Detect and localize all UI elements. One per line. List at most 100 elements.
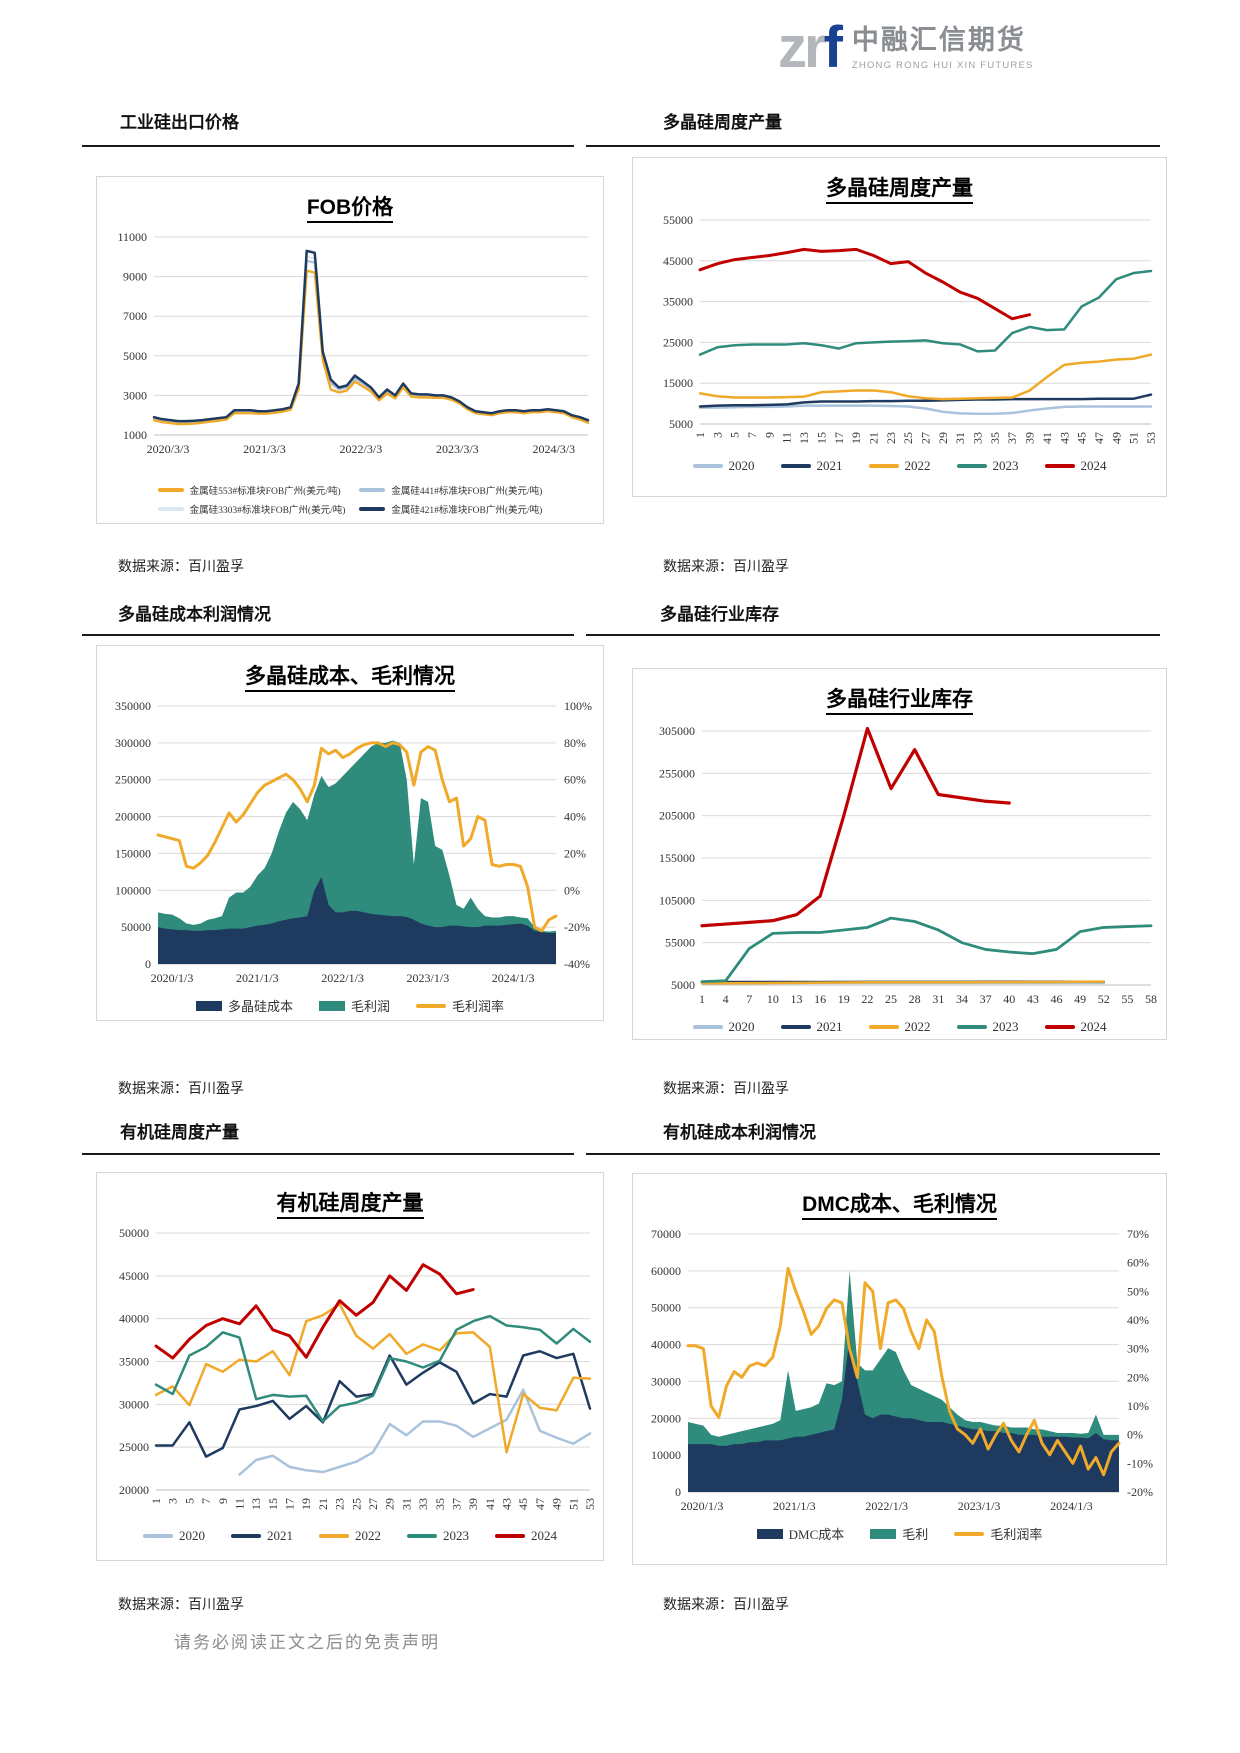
svg-text:-10%: -10% xyxy=(1127,1456,1153,1470)
legend-swatch-icon xyxy=(318,1000,345,1011)
svg-text:45: 45 xyxy=(1075,432,1089,444)
svg-text:25000: 25000 xyxy=(663,335,693,349)
svg-text:13: 13 xyxy=(797,432,811,444)
svg-text:60000: 60000 xyxy=(651,1264,681,1278)
svg-text:7: 7 xyxy=(746,992,752,1006)
svg-text:9: 9 xyxy=(216,1498,230,1504)
chart-silicone-weekly-output: 有机硅周度产量 20000 25000 30000 35000 40000 45000 50… xyxy=(96,1172,604,1561)
svg-text:50000: 50000 xyxy=(651,1301,681,1315)
legend-item: 金属硅553#标准块FOB广州(美元/吨) xyxy=(157,483,346,497)
legend-line-icon xyxy=(956,1025,987,1029)
svg-text:105000: 105000 xyxy=(659,893,695,907)
legend-item: 金属硅441#标准块FOB广州(美元/吨) xyxy=(359,483,542,497)
polysilicon-weekly-output-legend: 2020 2021 2022 2023 2024 xyxy=(692,458,1107,474)
legend-item: 2020 xyxy=(692,1019,755,1035)
section-divider xyxy=(82,145,574,147)
svg-text:50000: 50000 xyxy=(119,1226,149,1240)
svg-text:49: 49 xyxy=(550,1498,564,1510)
chart-title: 多晶硅行业库存 xyxy=(826,683,973,715)
legend-label: 2022 xyxy=(355,1528,381,1543)
section-heading-silicone-weekly-output: 有机硅周度产量 xyxy=(120,1123,239,1142)
svg-text:255000: 255000 xyxy=(659,766,695,780)
svg-text:4: 4 xyxy=(723,992,729,1006)
svg-text:28: 28 xyxy=(909,992,921,1006)
svg-text:70000: 70000 xyxy=(651,1227,681,1241)
legend-item: 2020 xyxy=(692,458,755,474)
legend-label: 金属硅3303#标准块FOB广州(美元/吨) xyxy=(189,506,346,516)
svg-text:-40%: -40% xyxy=(564,957,590,971)
svg-text:21: 21 xyxy=(316,1498,330,1510)
svg-text:50%: 50% xyxy=(1127,1284,1149,1298)
legend-label: 金属硅553#标准块FOB广州(美元/吨) xyxy=(189,487,341,497)
legend-line-icon xyxy=(359,507,386,511)
fob-price-plot: 1000 3000 5000 7000 9000 11000 2020/3/3 2021/3/… xyxy=(117,230,590,456)
svg-text:37: 37 xyxy=(1005,432,1019,444)
svg-text:70%: 70% xyxy=(1127,1227,1149,1241)
legend-item: 2021 xyxy=(231,1528,293,1544)
svg-text:200000: 200000 xyxy=(115,810,151,824)
svg-text:55000: 55000 xyxy=(665,936,695,950)
svg-text:23: 23 xyxy=(333,1498,347,1510)
svg-text:51: 51 xyxy=(566,1498,580,1510)
svg-text:5: 5 xyxy=(182,1498,196,1504)
svg-text:35000: 35000 xyxy=(663,295,693,309)
svg-text:15: 15 xyxy=(266,1498,280,1510)
svg-text:58: 58 xyxy=(1145,992,1157,1006)
svg-text:15000: 15000 xyxy=(663,376,693,390)
svg-text:50000: 50000 xyxy=(121,920,151,934)
legend-label: 2020 xyxy=(728,458,755,473)
svg-text:37: 37 xyxy=(980,992,992,1006)
svg-text:40%: 40% xyxy=(1127,1313,1149,1327)
svg-text:300000: 300000 xyxy=(115,736,151,750)
svg-text:27: 27 xyxy=(919,432,933,444)
legend-line-icon xyxy=(780,1025,811,1029)
svg-text:5000: 5000 xyxy=(671,978,695,992)
logo-company-name-cn: 中融汇信期货 xyxy=(851,25,1026,55)
legend-label: 金属硅421#标准块FOB广州(美元/吨) xyxy=(391,506,543,516)
svg-text:35: 35 xyxy=(988,432,1002,444)
svg-text:2022/3/3: 2022/3/3 xyxy=(340,442,383,456)
legend-item: 2024 xyxy=(1044,1019,1107,1035)
svg-text:45000: 45000 xyxy=(119,1269,149,1283)
svg-text:19: 19 xyxy=(849,432,863,444)
legend-item: 2023 xyxy=(956,458,1019,474)
svg-text:49: 49 xyxy=(1109,432,1123,444)
legend-item: 多晶硅成本 xyxy=(195,996,293,1015)
svg-text:5000: 5000 xyxy=(669,417,693,431)
svg-text:33: 33 xyxy=(416,1498,430,1510)
polysilicon-cost-profit-legend: 多晶硅成本 毛利润 毛利润率 xyxy=(195,996,504,1015)
svg-text:49: 49 xyxy=(1074,992,1086,1006)
svg-text:25000: 25000 xyxy=(119,1440,149,1454)
legend-line-icon xyxy=(157,488,184,492)
svg-text:150000: 150000 xyxy=(115,846,151,860)
silicone-weekly-output-legend: 2020 2021 2022 2023 2024 xyxy=(143,1528,557,1544)
legend-line-icon xyxy=(954,1531,985,1536)
svg-text:39: 39 xyxy=(1023,432,1037,444)
svg-text:2023/1/3: 2023/1/3 xyxy=(407,971,450,985)
svg-text:35000: 35000 xyxy=(119,1355,149,1369)
legend-line-icon xyxy=(495,1534,525,1538)
svg-text:52: 52 xyxy=(1098,992,1110,1006)
legend-label: DMC成本 xyxy=(788,1527,845,1542)
svg-text:55000: 55000 xyxy=(663,213,693,227)
svg-text:7000: 7000 xyxy=(123,309,147,323)
legend-label: 2024 xyxy=(1080,458,1107,473)
legend-label: 2023 xyxy=(992,1019,1019,1034)
svg-text:11000: 11000 xyxy=(117,230,147,244)
svg-text:43: 43 xyxy=(1027,992,1039,1006)
svg-text:27: 27 xyxy=(366,1498,380,1510)
legend-item: 2021 xyxy=(780,1019,843,1035)
svg-text:21: 21 xyxy=(866,432,880,444)
svg-text:20%: 20% xyxy=(564,846,586,860)
svg-text:53: 53 xyxy=(1144,432,1158,444)
svg-text:2023/3/3: 2023/3/3 xyxy=(436,442,479,456)
section-heading-polysilicon-inventory: 多晶硅行业库存 xyxy=(660,605,779,624)
legend-line-icon xyxy=(692,1025,723,1029)
svg-text:60%: 60% xyxy=(564,773,586,787)
section-heading-silicone-cost-profit: 有机硅成本利润情况 xyxy=(663,1123,816,1142)
source-note: 数据来源：百川盈孚 xyxy=(118,1080,244,1096)
legend-line-icon xyxy=(157,507,184,511)
svg-text:31: 31 xyxy=(932,992,944,1006)
svg-text:2022/1/3: 2022/1/3 xyxy=(321,971,364,985)
